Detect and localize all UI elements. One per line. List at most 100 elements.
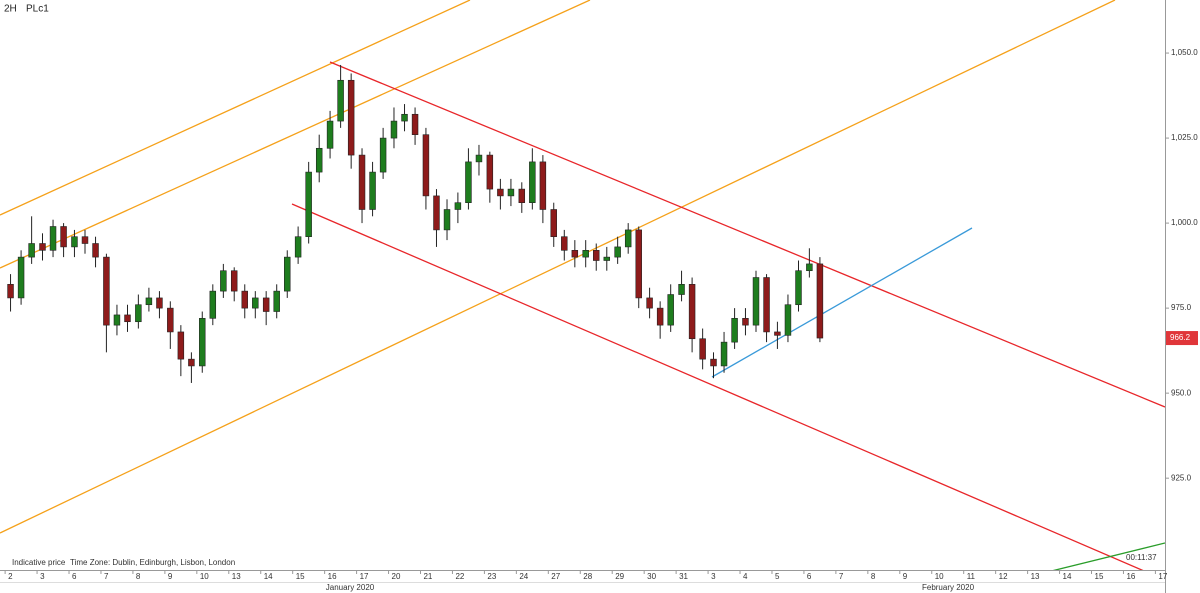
trend-line (0, 0, 471, 216)
candle-body (561, 236, 568, 251)
x-tick-label: 14 (264, 572, 273, 581)
x-tick-label: 9 (168, 572, 173, 581)
candle-body (582, 250, 589, 258)
last-price-label: 966.2 (1170, 333, 1191, 342)
candle-body (475, 154, 483, 163)
month-label: February 2020 (922, 583, 975, 592)
candle-body (454, 202, 462, 210)
candle-body (17, 256, 25, 299)
candle-body (593, 250, 600, 261)
candle-body (731, 318, 738, 343)
trend-line (0, 0, 1116, 534)
x-tick-label: 6 (807, 572, 812, 581)
candle-body (379, 137, 387, 173)
candle-body (422, 134, 430, 197)
x-tick-label: 14 (1063, 572, 1072, 581)
x-tick-label: 31 (679, 572, 688, 581)
candle-body (603, 256, 611, 261)
y-tick-label: 925.0 (1171, 473, 1192, 482)
candle-body (443, 209, 451, 231)
candle-body (784, 304, 792, 336)
candle-body (135, 304, 142, 323)
x-tick-label: 7 (839, 572, 844, 581)
candle-body (103, 256, 110, 326)
candle-body (763, 277, 770, 333)
candle-body (315, 147, 323, 173)
x-tick-label: 6 (72, 572, 77, 581)
x-tick-label: 3 (40, 572, 45, 581)
candle-body (39, 243, 46, 251)
candle-body (678, 284, 685, 295)
candle-body (465, 161, 472, 203)
candle-body (81, 236, 89, 244)
candle-body (667, 294, 674, 326)
footer-note: Indicative price (12, 558, 66, 567)
x-tick-label: 30 (647, 572, 656, 581)
candle-body (497, 188, 504, 197)
y-tick-label: 950.0 (1171, 388, 1192, 397)
x-tick-label: 10 (935, 572, 944, 581)
candle-body (614, 246, 621, 258)
x-tick-label: 2 (8, 572, 13, 581)
candle-body (209, 290, 217, 319)
candle-body (241, 290, 248, 309)
x-tick-label: 16 (1126, 572, 1135, 581)
x-tick-label: 8 (136, 572, 141, 581)
x-tick-label: 13 (232, 572, 241, 581)
candle-body (390, 120, 398, 139)
x-tick-label: 11 (967, 572, 976, 581)
candle-body (284, 256, 291, 292)
x-tick-label: 5 (775, 572, 780, 581)
candle-body (742, 318, 749, 326)
x-tick-label: 15 (296, 572, 305, 581)
x-tick-label: 15 (1095, 572, 1104, 581)
interval: 2H (4, 4, 17, 15)
candle-body (539, 161, 547, 210)
candle-body (92, 243, 99, 258)
candle-body (624, 229, 632, 248)
y-tick-label: 1,000.0 (1171, 218, 1198, 227)
candle-body (252, 297, 259, 309)
candle-body (401, 113, 408, 122)
last-price-tag (1166, 331, 1198, 346)
x-tick-label: 12 (999, 572, 1008, 581)
candle-body (358, 154, 366, 210)
candle-body (635, 229, 642, 299)
candle-body (752, 277, 760, 326)
candle-body (720, 341, 728, 367)
y-tick-label: 1,050.0 (1171, 48, 1198, 57)
x-tick-label: 10 (200, 572, 209, 581)
x-tick-label: 23 (487, 572, 496, 581)
month-label: January 2020 (326, 583, 375, 592)
x-tick-label: 27 (551, 572, 560, 581)
candle-body (795, 270, 802, 306)
x-tick-label: 13 (1031, 572, 1040, 581)
candle-body (337, 79, 344, 122)
candle-body (188, 358, 195, 367)
candle-body (71, 236, 78, 248)
candle-body (411, 113, 419, 135)
candle-body (305, 171, 312, 238)
candle-body (230, 270, 238, 292)
x-tick-label: 4 (743, 572, 748, 581)
y-tick-label: 1,025.0 (1171, 133, 1198, 142)
trend-line (1052, 542, 1165, 570)
candle-body (550, 209, 557, 238)
x-tick-label: 3 (711, 572, 716, 581)
candle-body (49, 226, 57, 251)
chart-title: PLc1 (26, 4, 49, 15)
candle-body (273, 290, 280, 312)
trend-line (0, 0, 591, 269)
x-tick-label: 29 (615, 572, 624, 581)
x-tick-label: 28 (583, 572, 592, 581)
candle-body (710, 358, 717, 367)
time-zone: Time Zone: Dublin, Edinburgh, Lisbon, Lo… (70, 558, 235, 567)
candle-body (113, 314, 121, 326)
countdown: 00:11:37 (1126, 553, 1157, 562)
candle-body (7, 284, 14, 299)
candle-body (486, 154, 494, 190)
candle-body (124, 314, 131, 323)
x-tick-label: 8 (871, 572, 876, 581)
candle-body (145, 297, 153, 306)
